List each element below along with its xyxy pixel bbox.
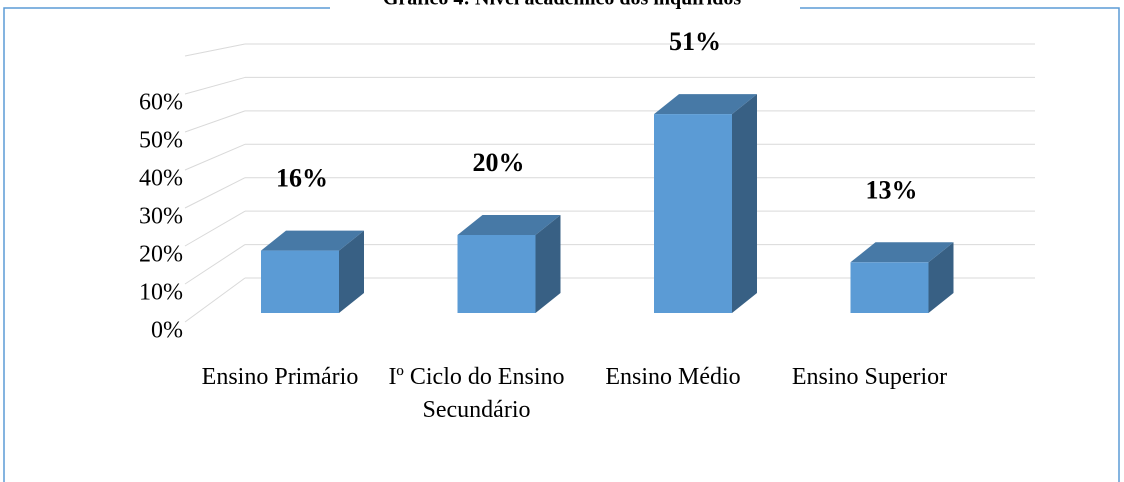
data-label: 16% [276,164,328,193]
bar-top [457,215,561,235]
grid-line [184,177,246,209]
x-tick-label: Ensino Médio [605,364,740,390]
bar-side [339,230,364,313]
x-tick-label: Ensino Superior [792,364,947,390]
data-label: 51% [669,27,721,56]
grid-line [184,43,246,57]
y-tick-label: 30% [139,204,183,230]
bar-top [850,242,954,263]
y-tick-label: 0% [151,318,183,344]
bar [850,262,929,313]
chart-title: Gráfico 4: Nível académico dos inquirido… [383,0,742,10]
grid-line [184,277,246,323]
grid-line [184,210,246,247]
bar-top [654,94,757,115]
grid-line [184,76,246,95]
grid-line [184,110,246,133]
y-tick-label: 10% [139,280,183,306]
y-tick-label: 50% [139,128,183,154]
data-label: 20% [473,148,525,177]
bar-side [535,215,561,313]
bar [457,235,536,313]
x-tick-label: Ensino Primário [202,364,359,390]
bar-side [732,94,757,313]
y-tick-label: 40% [139,166,183,192]
grid-line [184,244,246,285]
title-background [330,0,800,12]
y-tick-label: 20% [139,242,183,268]
x-tick-label: Iº Ciclo do Ensino Secundário [388,364,564,423]
y-tick-label: 60% [139,90,183,116]
bar [261,250,339,313]
bar-side [928,242,954,313]
data-label: 13% [866,175,918,204]
grid-line [184,143,246,171]
bar [654,114,732,313]
bar-top [261,230,364,251]
